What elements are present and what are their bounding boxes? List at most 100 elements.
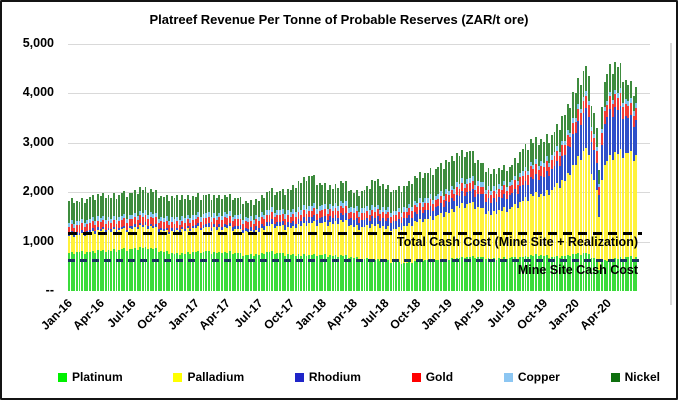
- bar-segment-platinum: [363, 259, 366, 291]
- bar-segment-palladium: [292, 225, 295, 255]
- bar-segment-gold: [194, 219, 197, 226]
- bar-segment-palladium: [99, 230, 102, 251]
- bar-segment-copper: [231, 216, 234, 221]
- bar-segment-nickel: [181, 195, 184, 217]
- bar-segment-copper: [450, 185, 453, 191]
- bar-segment-rhodium: [374, 218, 376, 226]
- bar-segment-gold: [313, 208, 316, 216]
- bar-segment-platinum: [466, 257, 469, 291]
- bar-segment-platinum: [500, 258, 503, 291]
- bar-segment-copper: [561, 140, 564, 146]
- bar-segment-gold: [353, 212, 355, 220]
- bar-segment-gold: [326, 213, 329, 221]
- bar-segment-gold: [540, 165, 543, 176]
- bar-segment-rhodium: [382, 218, 384, 227]
- bar-segment-palladium: [608, 154, 611, 260]
- bar-segment-gold: [152, 218, 155, 226]
- bar-segment-palladium: [411, 225, 413, 263]
- bar-segment-gold: [221, 220, 223, 227]
- bar-segment-palladium: [387, 226, 390, 261]
- bar-segment-nickel: [389, 192, 392, 213]
- legend-swatch-copper: [503, 372, 513, 382]
- revenue-bar: [572, 92, 574, 291]
- bar-segment-gold: [281, 213, 284, 221]
- bar-segment-rhodium: [334, 214, 337, 222]
- bar-segment-nickel: [450, 156, 453, 186]
- bar-segment-gold: [445, 193, 448, 202]
- bar-segment-palladium: [558, 188, 561, 258]
- bar-segment-gold: [471, 181, 474, 189]
- bar-segment-nickel: [466, 151, 469, 180]
- bar-segment-nickel: [418, 172, 421, 199]
- bar-segment-rhodium: [585, 107, 588, 148]
- bar-segment-copper: [461, 178, 464, 184]
- bar-segment-nickel: [479, 162, 482, 183]
- bar-segment-palladium: [595, 190, 598, 260]
- bar-segment-rhodium: [73, 234, 76, 237]
- revenue-bar: [484, 172, 487, 291]
- revenue-bar: [284, 194, 287, 291]
- bar-segment-palladium: [213, 227, 216, 252]
- bar-segment-platinum: [624, 257, 627, 291]
- revenue-bar: [305, 181, 308, 291]
- bar-segment-rhodium: [506, 198, 508, 212]
- legend-item-palladium: Palladium: [173, 370, 244, 384]
- revenue-bar: [260, 195, 263, 291]
- bar-segment-platinum: [192, 252, 194, 291]
- bar-segment-rhodium: [440, 203, 442, 213]
- bar-segment-copper: [598, 184, 601, 187]
- bar-segment-copper: [353, 207, 355, 213]
- bar-segment-platinum: [89, 251, 91, 291]
- bar-segment-palladium: [556, 183, 559, 256]
- revenue-bar: [323, 183, 326, 291]
- bar-segment-palladium: [524, 197, 527, 256]
- bar-segment-platinum: [358, 259, 361, 291]
- bar-segment-copper: [593, 133, 596, 138]
- bar-segment-platinum: [408, 261, 411, 291]
- bar-segment-copper: [163, 217, 165, 222]
- bar-segment-gold: [118, 220, 121, 228]
- bar-segment-nickel: [411, 184, 413, 208]
- bar-segment-palladium: [184, 231, 186, 255]
- bar-segment-copper: [350, 206, 353, 212]
- bar-segment-palladium: [635, 154, 638, 258]
- bar-segment-copper: [205, 213, 208, 218]
- revenue-bar: [181, 195, 184, 291]
- bar-segment-copper: [308, 205, 311, 211]
- revenue-bar: [479, 162, 482, 291]
- bar-segment-platinum: [345, 255, 347, 291]
- bar-segment-gold: [429, 199, 432, 207]
- bar-segment-nickel: [202, 195, 205, 214]
- revenue-bar: [579, 84, 582, 291]
- bar-segment-rhodium: [477, 193, 479, 207]
- bar-segment-copper: [228, 211, 231, 216]
- bar-segment-palladium: [619, 148, 622, 257]
- revenue-bar: [503, 164, 506, 291]
- revenue-bar: [337, 187, 340, 291]
- revenue-bar: [458, 156, 461, 291]
- revenue-bar: [440, 163, 442, 291]
- bar-segment-gold: [231, 220, 234, 228]
- bar-segment-nickel: [186, 194, 189, 215]
- bar-segment-nickel: [413, 176, 416, 201]
- revenue-bar: [387, 185, 390, 291]
- bar-segment-rhodium: [89, 230, 91, 233]
- revenue-bar: [276, 191, 279, 291]
- bar-segment-nickel: [118, 194, 121, 217]
- bar-segment-gold: [611, 104, 614, 117]
- bar-segment-copper: [123, 214, 126, 219]
- bar-segment-platinum: [463, 258, 466, 291]
- y-axis-label-3000: 3,000: [22, 134, 54, 149]
- bar-segment-copper: [521, 171, 524, 176]
- bar-segment-platinum: [139, 247, 142, 291]
- bar-segment-nickel: [313, 174, 316, 204]
- bar-segment-copper: [276, 210, 279, 216]
- bar-segment-palladium: [78, 234, 81, 253]
- bar-segment-nickel: [157, 198, 160, 219]
- revenue-bar: [495, 173, 498, 291]
- bar-segment-rhodium: [569, 147, 572, 176]
- bar-segment-gold: [395, 214, 398, 222]
- bar-segment-platinum: [265, 252, 268, 291]
- bar-segment-nickel: [94, 199, 97, 221]
- revenue-bar: [342, 182, 345, 291]
